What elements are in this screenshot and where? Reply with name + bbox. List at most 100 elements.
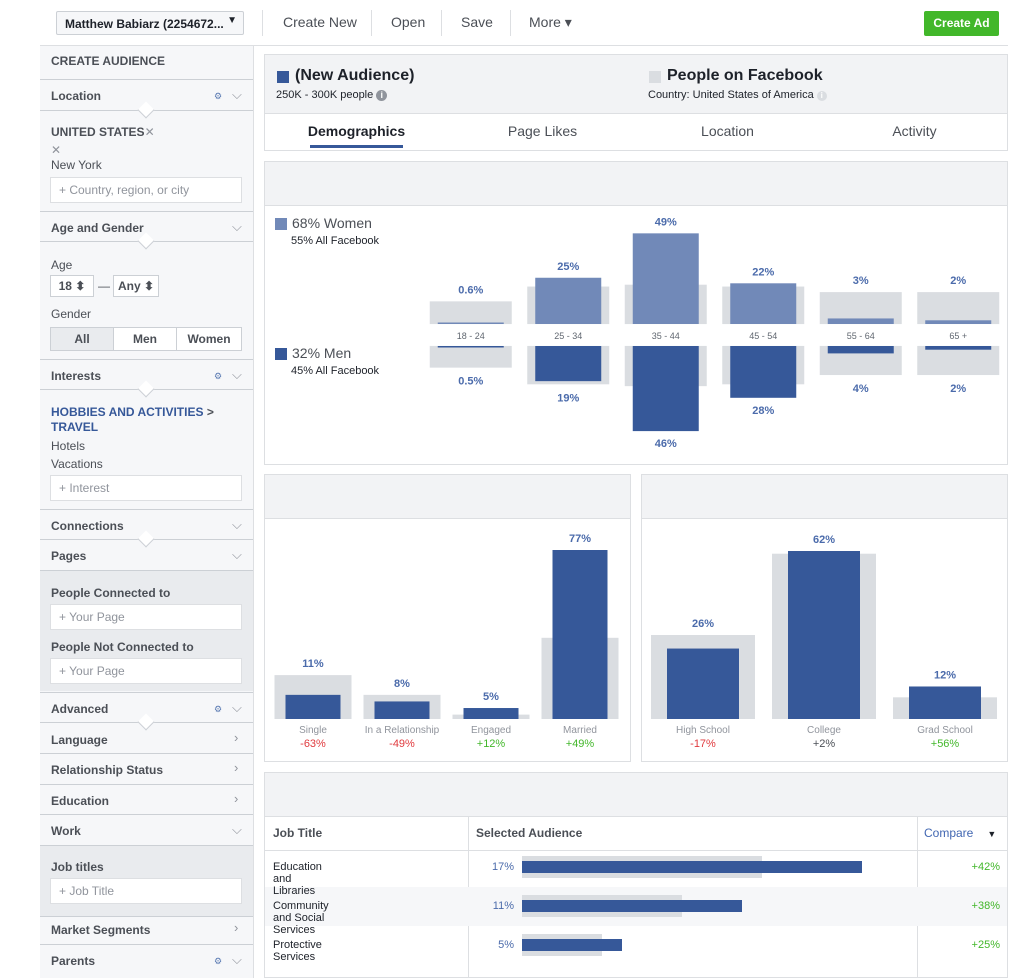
divider: [40, 916, 253, 917]
chevron-right-icon[interactable]: ›: [234, 730, 239, 745]
value-label: 26%: [692, 618, 714, 630]
account-selector[interactable]: Matthew Babiarz (2254672... ▼: [56, 11, 244, 35]
women-legend-sub: 55% All Facebook: [291, 235, 380, 247]
remove-icon[interactable]: ✕: [144, 125, 155, 139]
men-value-label: 28%: [752, 405, 774, 417]
relationship-section-toggle[interactable]: Relationship Status: [51, 763, 164, 777]
audience-sidebar: CREATE AUDIENCE Location ⚙ ⌵ UNITED STAT…: [40, 46, 254, 978]
value-bar: [909, 686, 981, 719]
compare-diff-cell: +25%: [971, 939, 1000, 951]
compare-dropdown[interactable]: Compare ▼: [924, 826, 997, 840]
chevron-right-icon[interactable]: ›: [234, 920, 239, 935]
interest-category[interactable]: HOBBIES AND ACTIVITIES >: [51, 405, 214, 419]
women-bar: [730, 283, 797, 324]
new-audience-title: (New Audience): [295, 67, 415, 84]
gear-icon[interactable]: ⚙: [214, 371, 223, 381]
chevron-down-icon[interactable]: ⌵: [232, 219, 242, 234]
women-bar: [535, 277, 602, 324]
tab-activity[interactable]: Activity: [892, 123, 937, 139]
chevron-down-icon[interactable]: ⌵: [232, 547, 242, 562]
interest-search-input[interactable]: + Interest: [50, 475, 242, 501]
people-not-connected-label: People Not Connected to: [51, 640, 194, 654]
open-button[interactable]: Open: [391, 14, 426, 30]
chevron-down-icon[interactable]: ⌵: [232, 517, 242, 532]
category-label: High School: [676, 725, 730, 736]
chevron-down-icon[interactable]: ⌵: [232, 87, 242, 102]
pages-section-toggle[interactable]: Pages: [51, 549, 87, 563]
selected-audience-column-header[interactable]: Selected Audience: [476, 826, 583, 840]
chevron-right-icon[interactable]: ›: [234, 791, 239, 806]
interest-item: Hotels: [51, 439, 86, 453]
women-value-label: 0.6%: [458, 284, 483, 296]
women-bar: [925, 320, 992, 324]
age-gender-chart: 0.6% 0.5% 25% 19% 49% 46% 22% 28% 3% 4% 2% 2% 18 - 2…: [420, 216, 1005, 450]
parents-section-toggle[interactable]: Parents: [51, 954, 96, 968]
create-audience-heading: CREATE AUDIENCE: [51, 54, 166, 68]
chevron-down-icon[interactable]: ⌵: [232, 367, 242, 382]
divider: [40, 79, 253, 80]
value-label: 5%: [483, 691, 499, 703]
gender-women-button[interactable]: Women: [176, 327, 242, 351]
compare-diff-cell: +42%: [971, 861, 1000, 873]
age-category-label: 25 - 34: [554, 331, 582, 341]
gender-label: Gender: [51, 307, 92, 321]
chevron-down-icon[interactable]: ⌵: [232, 700, 242, 715]
connected-page-input[interactable]: + Your Page: [50, 604, 242, 630]
category-label: Married: [563, 725, 597, 736]
toolbar-divider: [510, 10, 511, 36]
education-chart: 26% High School -17% 62% College +2% 12% Grad S…: [651, 534, 997, 750]
gear-icon[interactable]: ⚙: [214, 956, 223, 966]
gear-icon[interactable]: ⚙: [214, 91, 223, 101]
language-section-toggle[interactable]: Language: [51, 733, 108, 747]
age-max-select[interactable]: Any ⬍: [113, 275, 159, 297]
gear-icon[interactable]: ⚙: [214, 704, 223, 714]
interest-subcategory[interactable]: TRAVEL: [51, 420, 99, 434]
category-label: In a Relationship: [365, 725, 440, 736]
age-min-select[interactable]: 18 ⬍: [50, 275, 94, 297]
job-title-input[interactable]: + Job Title: [50, 878, 242, 904]
divider: [40, 944, 253, 945]
audience-header-panel: (New Audience) 250K - 300K people i Peop…: [264, 54, 1008, 151]
men-bar: [632, 346, 699, 432]
age-category-label: 55 - 64: [847, 331, 875, 341]
divider: [40, 509, 253, 510]
women-bar: [827, 318, 894, 324]
section-notch: [137, 530, 155, 548]
gender-men-button[interactable]: Men: [113, 327, 177, 351]
section-notch: [137, 713, 155, 731]
create-new-button[interactable]: Create New: [283, 14, 357, 30]
save-button[interactable]: Save: [461, 14, 493, 30]
tab-demographics[interactable]: Demographics: [307, 123, 406, 139]
info-icon[interactable]: i: [376, 90, 388, 101]
connections-section-toggle[interactable]: Connections: [51, 519, 124, 533]
advanced-section-toggle[interactable]: Advanced: [51, 702, 109, 716]
job-title-column-header[interactable]: Job Title: [273, 826, 323, 840]
location-section-toggle[interactable]: Location: [51, 89, 101, 103]
value-label: 8%: [394, 678, 410, 690]
interests-section-toggle[interactable]: Interests: [51, 369, 102, 383]
tab-location[interactable]: Location: [701, 123, 754, 139]
create-ad-button[interactable]: Create Ad: [924, 11, 999, 36]
men-bar: [730, 346, 797, 398]
men-bar: [925, 346, 992, 350]
more-menu-button[interactable]: More ▾: [529, 14, 572, 30]
selected-city: New York: [51, 158, 102, 172]
work-section-toggle[interactable]: Work: [51, 824, 81, 838]
men-legend-label: 32% Men: [292, 345, 352, 361]
gender-all-button[interactable]: All: [50, 327, 114, 351]
men-value-label: 19%: [557, 392, 579, 404]
age-gender-section-toggle[interactable]: Age and Gender: [51, 221, 144, 235]
value-bar: [788, 551, 860, 719]
market-segments-section-toggle[interactable]: Market Segments: [51, 923, 151, 937]
table-header-row: [265, 817, 1007, 851]
age-category-label: 35 - 44: [652, 331, 680, 341]
chevron-right-icon[interactable]: ›: [234, 760, 239, 775]
chevron-down-icon[interactable]: ⌵: [232, 952, 242, 967]
info-icon[interactable]: i: [816, 91, 827, 101]
not-connected-page-input[interactable]: + Your Page: [50, 658, 242, 684]
location-search-input[interactable]: + Country, region, or city: [50, 177, 242, 203]
chevron-down-icon[interactable]: ⌵: [232, 822, 242, 837]
education-section-toggle[interactable]: Education: [51, 794, 110, 808]
tab-page-likes[interactable]: Page Likes: [507, 123, 578, 139]
remove-icon[interactable]: ✕: [51, 143, 62, 157]
